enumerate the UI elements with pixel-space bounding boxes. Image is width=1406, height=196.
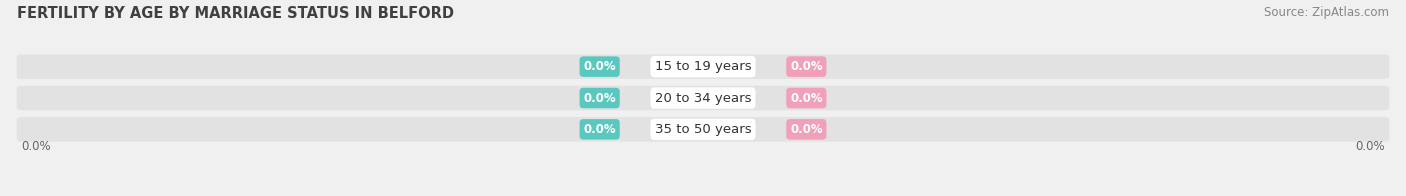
Text: 15 to 19 years: 15 to 19 years [655,60,751,73]
Text: 0.0%: 0.0% [1355,140,1385,153]
Text: 0.0%: 0.0% [583,92,616,104]
Text: Source: ZipAtlas.com: Source: ZipAtlas.com [1264,6,1389,19]
Text: 0.0%: 0.0% [790,60,823,73]
Text: 0.0%: 0.0% [790,123,823,136]
FancyBboxPatch shape [17,54,1389,79]
Text: 0.0%: 0.0% [583,123,616,136]
Text: 35 to 50 years: 35 to 50 years [655,123,751,136]
Text: 0.0%: 0.0% [790,92,823,104]
Text: FERTILITY BY AGE BY MARRIAGE STATUS IN BELFORD: FERTILITY BY AGE BY MARRIAGE STATUS IN B… [17,6,454,21]
Text: 0.0%: 0.0% [21,140,51,153]
Text: 20 to 34 years: 20 to 34 years [655,92,751,104]
FancyBboxPatch shape [17,86,1389,110]
Text: 0.0%: 0.0% [583,60,616,73]
FancyBboxPatch shape [17,117,1389,142]
